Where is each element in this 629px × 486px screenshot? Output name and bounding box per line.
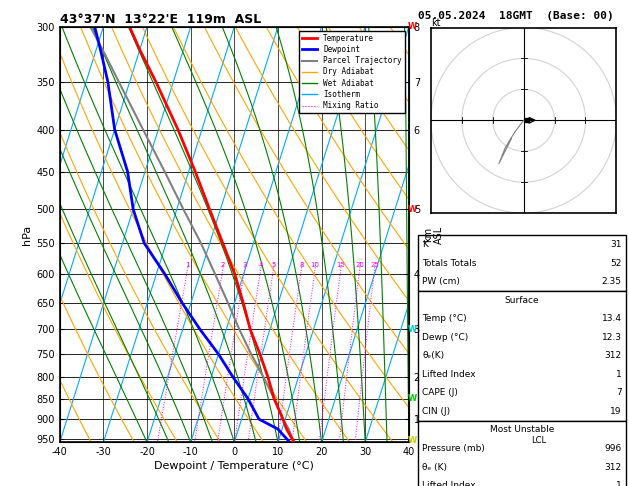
Text: 2.35: 2.35 (602, 277, 621, 286)
Text: 31: 31 (610, 240, 621, 249)
Text: 1: 1 (616, 481, 621, 486)
Text: Pressure (mb): Pressure (mb) (423, 444, 486, 453)
Text: Mixing Ratio (g/kg): Mixing Ratio (g/kg) (450, 257, 459, 337)
Text: 43°37'N  13°22'E  119m  ASL: 43°37'N 13°22'E 119m ASL (60, 13, 261, 26)
Text: 25: 25 (370, 262, 379, 268)
Bar (418, 421, 626, 486)
Text: kt: kt (431, 17, 440, 28)
Text: 7: 7 (616, 388, 621, 398)
Bar (418, 235, 626, 291)
Text: CAPE (J): CAPE (J) (423, 388, 459, 398)
Text: 52: 52 (610, 259, 621, 267)
Text: 3: 3 (243, 262, 247, 268)
Legend: Temperature, Dewpoint, Parcel Trajectory, Dry Adiabat, Wet Adiabat, Isotherm, Mi: Temperature, Dewpoint, Parcel Trajectory… (299, 31, 405, 113)
Text: 1: 1 (616, 370, 621, 379)
Text: PW (cm): PW (cm) (423, 277, 460, 286)
Text: 05.05.2024  18GMT  (Base: 00): 05.05.2024 18GMT (Base: 00) (418, 11, 614, 21)
Text: 15: 15 (337, 262, 345, 268)
Text: Lifted Index: Lifted Index (423, 481, 476, 486)
Text: Surface: Surface (504, 295, 540, 305)
Y-axis label: km
ASL: km ASL (423, 226, 444, 243)
Text: W: W (408, 205, 416, 214)
Text: LCL: LCL (531, 436, 546, 445)
Text: CIN (J): CIN (J) (423, 407, 450, 416)
X-axis label: Dewpoint / Temperature (°C): Dewpoint / Temperature (°C) (154, 461, 314, 471)
Text: Lifted Index: Lifted Index (423, 370, 476, 379)
Text: K: K (423, 240, 428, 249)
Text: 996: 996 (604, 444, 621, 453)
Text: W: W (408, 325, 416, 334)
Text: 1: 1 (186, 262, 190, 268)
Text: 19: 19 (610, 407, 621, 416)
Text: 10: 10 (311, 262, 320, 268)
Text: θₑ(K): θₑ(K) (423, 351, 445, 360)
Text: Most Unstable: Most Unstable (490, 425, 554, 434)
Text: Dewp (°C): Dewp (°C) (423, 333, 469, 342)
Text: Temp (°C): Temp (°C) (423, 314, 467, 323)
Text: 2: 2 (221, 262, 225, 268)
Text: Totals Totals: Totals Totals (423, 259, 477, 267)
Text: 312: 312 (604, 463, 621, 471)
Text: θₑ (K): θₑ (K) (423, 463, 447, 471)
Text: 4: 4 (259, 262, 263, 268)
Text: 13.4: 13.4 (602, 314, 621, 323)
Text: W: W (408, 22, 416, 31)
Y-axis label: hPa: hPa (22, 225, 32, 244)
Text: 5: 5 (271, 262, 276, 268)
Bar (418, 291, 626, 421)
Text: 20: 20 (355, 262, 364, 268)
Text: W: W (408, 394, 416, 403)
Text: 312: 312 (604, 351, 621, 360)
Text: 8: 8 (299, 262, 304, 268)
Text: W: W (408, 436, 416, 445)
Text: 12.3: 12.3 (602, 333, 621, 342)
